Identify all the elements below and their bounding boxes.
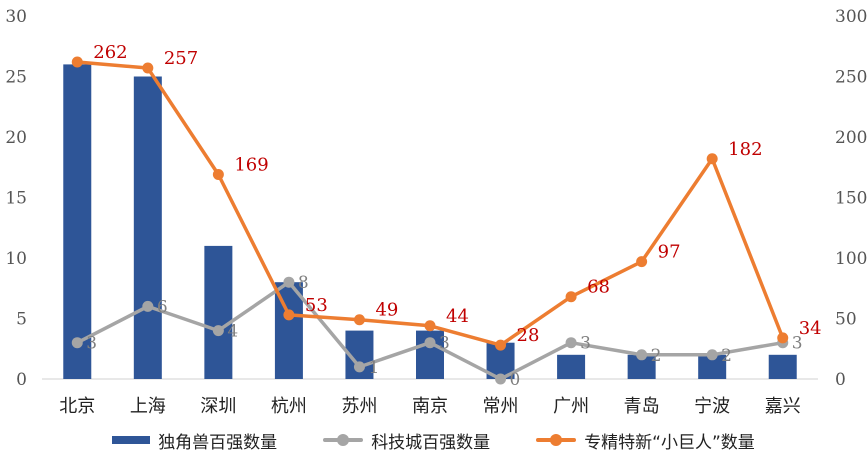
legend-item-gray-line: 科技城百强数量 — [323, 428, 490, 453]
gray-data-label: 6 — [157, 297, 168, 317]
category-labels: 北京 上海 深圳 杭州 苏州 南京 常州 广州 青岛 宁波 嘉兴 — [59, 396, 800, 417]
gray-data-label: 3 — [439, 334, 450, 354]
category-label: 北京 — [59, 396, 95, 417]
orange-point — [71, 56, 83, 68]
orange-data-label: 44 — [446, 306, 469, 327]
legend-label-bar: 独角兽百强数量 — [158, 432, 278, 453]
orange-data-label: 68 — [587, 277, 610, 298]
orange-point — [212, 169, 224, 181]
orange-data-label: 169 — [234, 155, 268, 176]
y-left-tick-label: 20 — [5, 128, 27, 148]
category-label: 南京 — [412, 396, 448, 417]
category-label: 青岛 — [624, 396, 660, 417]
bar — [204, 245, 233, 379]
gray-line-series: 3 6 4 8 1 3 0 3 2 2 3 — [71, 273, 803, 390]
gray-point — [424, 337, 436, 349]
gray-point — [565, 337, 577, 349]
bar — [768, 354, 797, 379]
category-label: 深圳 — [200, 396, 236, 417]
category-label: 常州 — [483, 396, 519, 417]
legend: 独角兽百强数量 科技城百强数量 专精特新“小巨人”数量 — [0, 425, 867, 455]
orange-point — [424, 320, 436, 332]
gray-point — [71, 337, 83, 349]
orange-point — [283, 309, 295, 321]
orange-point — [495, 339, 507, 351]
legend-label-orange-line: 专精特新“小巨人”数量 — [584, 432, 755, 453]
gray-data-label: 4 — [227, 322, 238, 342]
orange-data-label: 28 — [517, 325, 540, 346]
gray-data-label: 0 — [510, 370, 521, 390]
y-right-tick-label: 100 — [835, 249, 867, 269]
legend-swatch-gray-line — [323, 434, 364, 446]
orange-series-line — [77, 60, 785, 347]
orange-data-label: 182 — [728, 139, 762, 160]
legend-swatch-bar — [112, 436, 151, 444]
gray-data-label: 2 — [651, 346, 662, 366]
gray-point — [495, 373, 507, 385]
gray-point — [706, 349, 718, 361]
gray-data-label: 1 — [368, 358, 379, 378]
gray-data-label: 8 — [298, 273, 309, 293]
orange-point — [777, 332, 789, 344]
y-right-tick-label: 150 — [835, 189, 867, 209]
y-right-tick-label: 0 — [835, 370, 846, 390]
category-label: 广州 — [553, 396, 589, 417]
gray-point — [142, 300, 154, 312]
gray-data-label: 3 — [792, 334, 803, 354]
legend-swatch-orange-line — [536, 434, 577, 446]
category-label: 苏州 — [341, 396, 377, 417]
orange-point — [706, 153, 718, 165]
orange-data-label: 257 — [164, 48, 198, 69]
y-left-tick-label: 30 — [5, 7, 27, 27]
orange-data-label: 53 — [305, 295, 328, 316]
right-axis-ticks: 0 50 100 150 200 250 300 — [835, 7, 867, 390]
bar — [133, 76, 162, 379]
orange-data-label: 34 — [799, 318, 822, 339]
orange-point — [353, 314, 365, 326]
y-right-tick-label: 250 — [835, 68, 867, 88]
gray-point — [212, 325, 224, 337]
orange-data-label: 97 — [658, 242, 681, 263]
y-left-tick-label: 15 — [5, 189, 27, 209]
y-left-tick-label: 25 — [5, 68, 27, 88]
y-right-tick-label: 300 — [835, 7, 867, 27]
gray-data-label: 2 — [721, 346, 732, 366]
bar-series — [63, 64, 797, 380]
legend-item-orange-line: 专精特新“小巨人”数量 — [536, 428, 755, 453]
category-label: 嘉兴 — [765, 396, 801, 417]
legend-item-bar: 独角兽百强数量 — [112, 428, 277, 453]
legend-label-gray-line: 科技城百强数量 — [371, 432, 491, 453]
y-right-tick-label: 200 — [835, 128, 867, 148]
gray-point — [353, 361, 365, 373]
orange-point — [142, 62, 154, 74]
gray-data-label: 3 — [86, 334, 97, 354]
orange-data-label: 49 — [375, 300, 398, 321]
category-label: 上海 — [130, 396, 166, 417]
gray-data-label: 3 — [580, 334, 591, 354]
bar — [63, 64, 92, 380]
gray-point — [636, 349, 648, 361]
y-left-tick-label: 10 — [5, 249, 27, 269]
category-label: 杭州 — [271, 396, 307, 417]
orange-point — [636, 256, 648, 268]
category-label: 宁波 — [694, 396, 730, 417]
bar — [557, 354, 586, 379]
gray-point — [283, 276, 295, 288]
y-left-tick-label: 5 — [16, 310, 27, 330]
orange-point — [565, 291, 577, 303]
orange-data-label: 262 — [93, 42, 127, 63]
left-axis-ticks: 0 5 10 15 20 25 30 — [5, 7, 27, 390]
y-right-tick-label: 50 — [835, 310, 857, 330]
y-left-tick-label: 0 — [16, 370, 27, 390]
